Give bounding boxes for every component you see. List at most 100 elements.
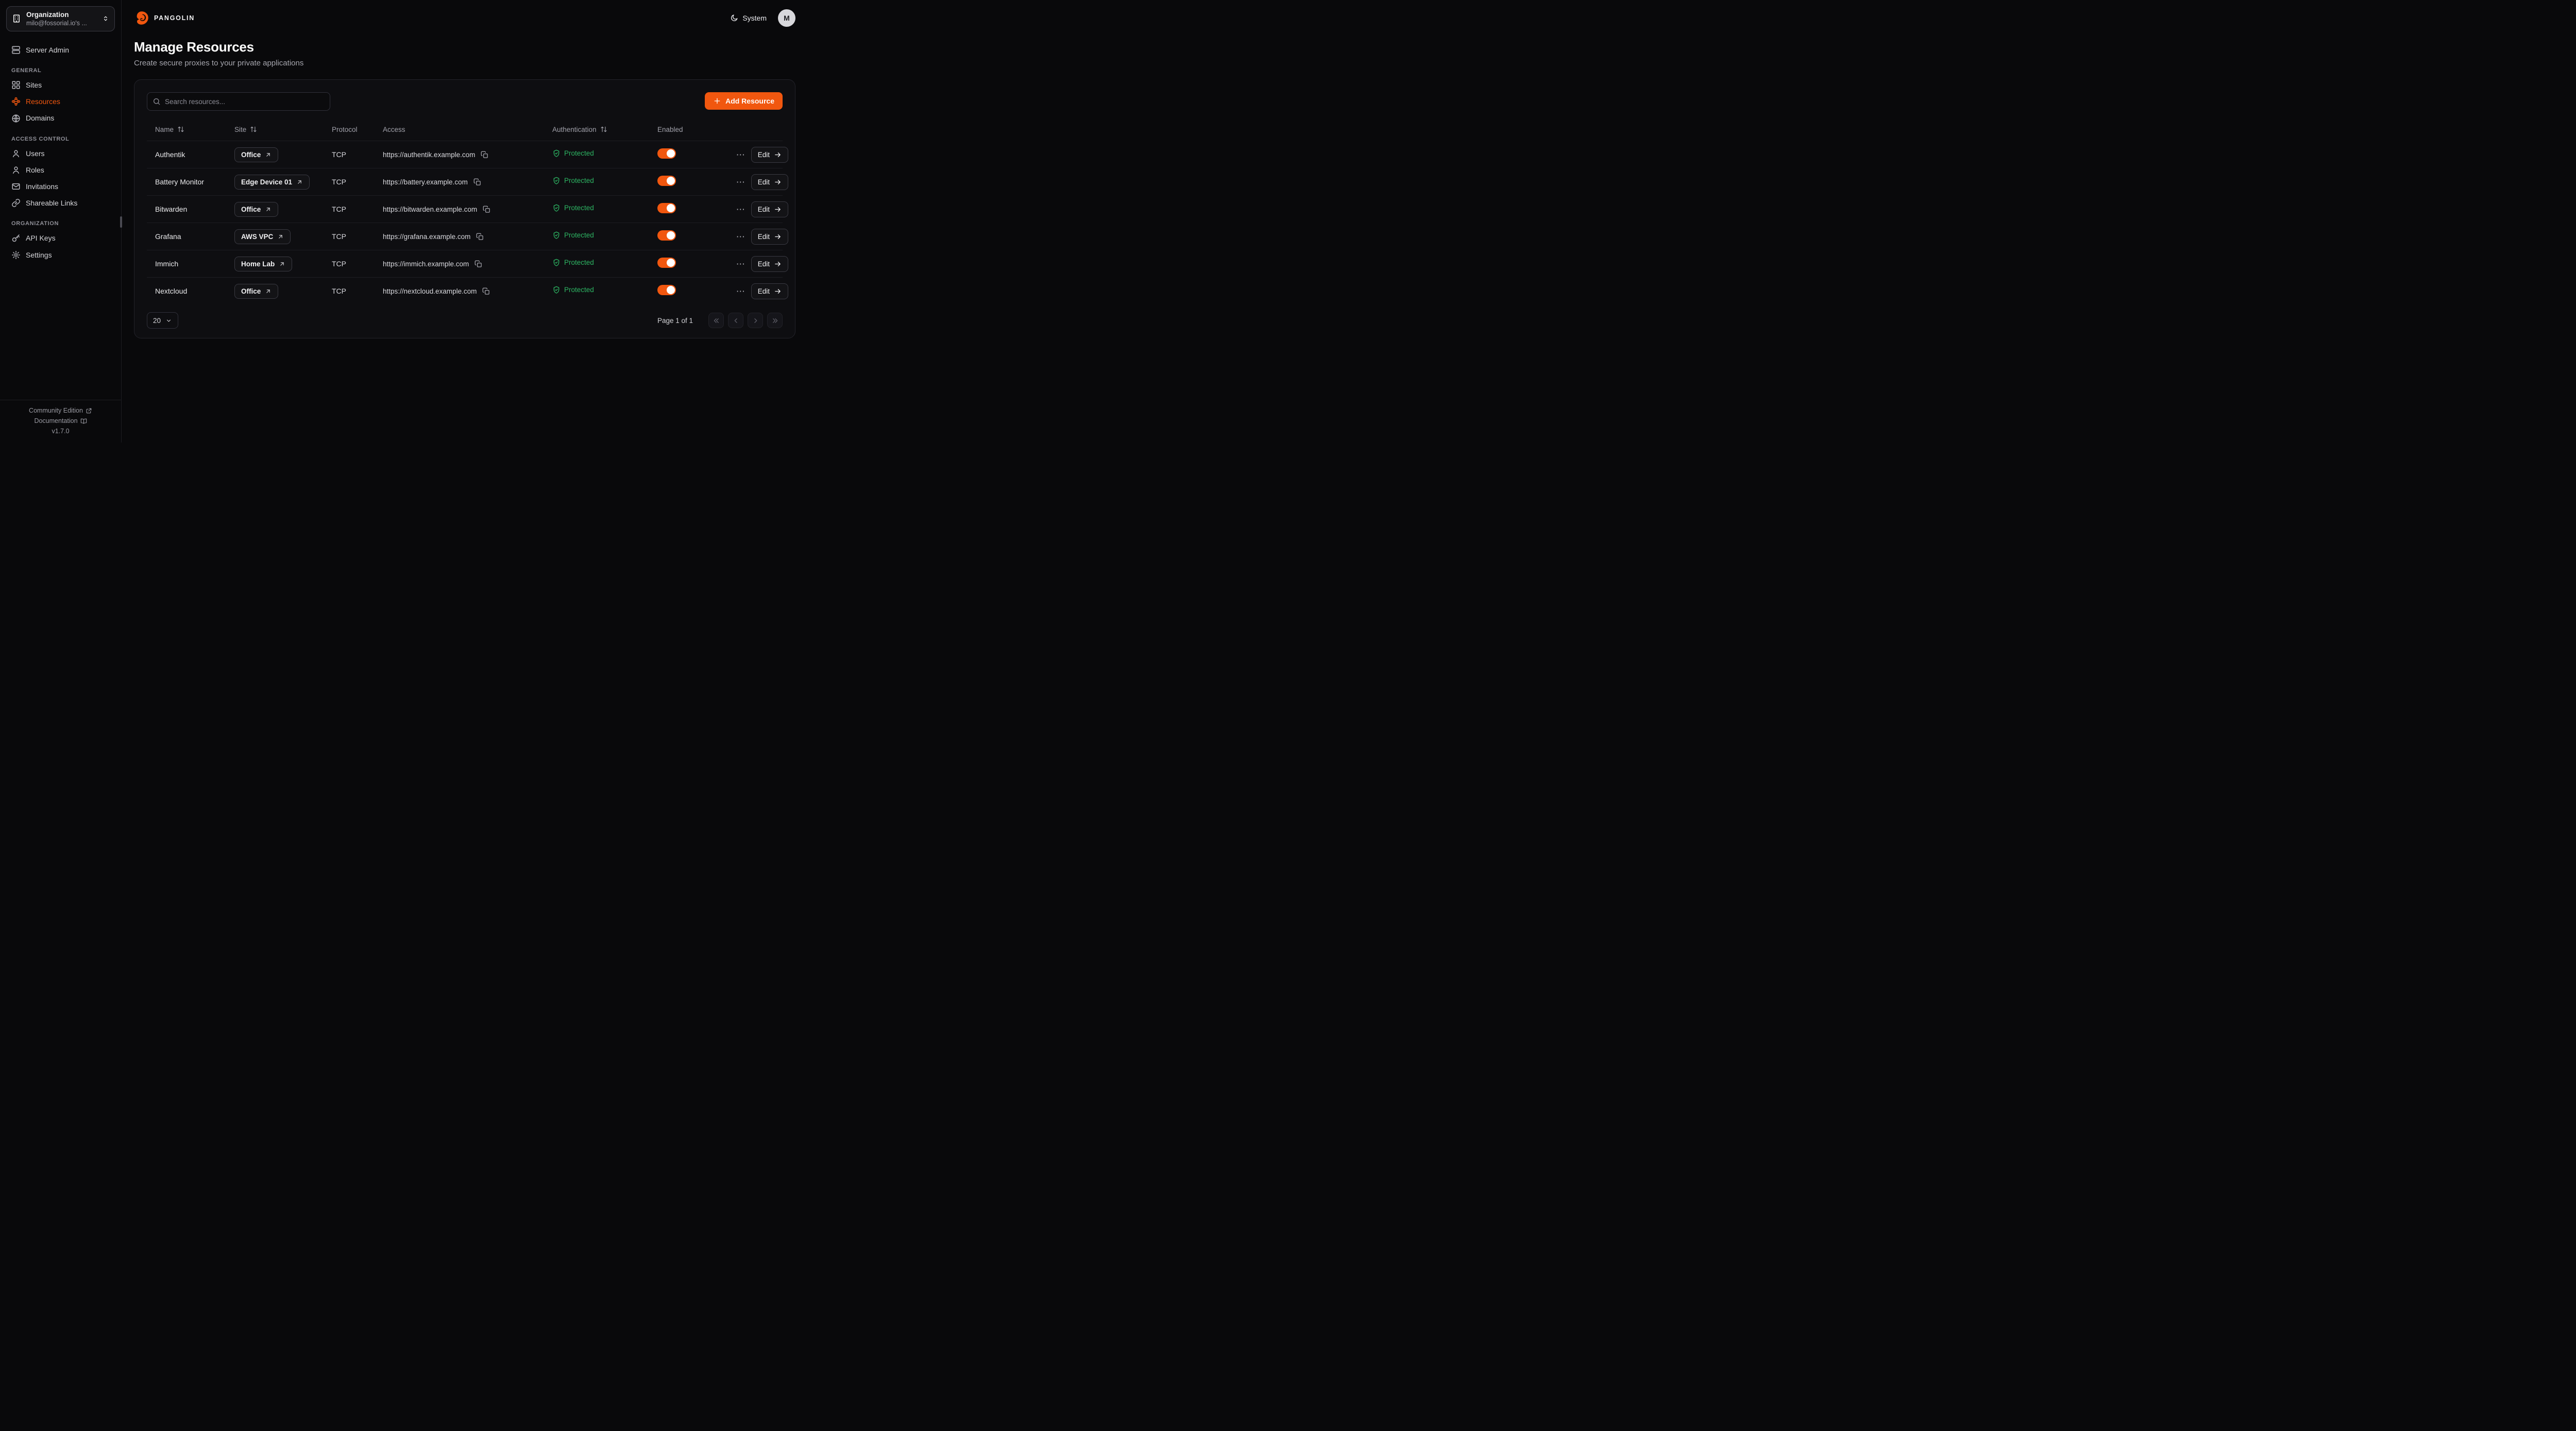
sidebar-item-server-admin[interactable]: Server Admin [6, 42, 115, 58]
prev-page-button[interactable] [728, 313, 743, 328]
sidebar-section-heading-general: GENERAL [11, 67, 42, 74]
add-resource-button[interactable]: Add Resource [705, 92, 783, 110]
community-edition-link[interactable]: Community Edition [29, 407, 92, 414]
chevrons-left-icon [713, 317, 720, 325]
arrow-right-icon [774, 260, 782, 268]
sidebar-item-label: API Keys [26, 234, 56, 243]
sidebar-item-shareable-links[interactable]: Shareable Links [6, 195, 115, 211]
sidebar-item-domains[interactable]: Domains [6, 110, 115, 126]
user-icon [11, 165, 21, 175]
access-url: https://battery.example.com [383, 178, 468, 186]
shield-check-icon [552, 204, 561, 212]
protocol: TCP [332, 178, 346, 186]
column-header-name[interactable]: Name [155, 126, 232, 133]
edit-button[interactable]: Edit [751, 146, 788, 163]
auth-status-label: Protected [564, 177, 594, 184]
site-name: Office [241, 150, 261, 159]
resource-name: Battery Monitor [155, 178, 204, 186]
sidebar-item-sites[interactable]: Sites [6, 77, 115, 93]
arrow-right-icon [774, 151, 782, 159]
organization-selector[interactable]: Organization milo@fossorial.io's ... [6, 6, 115, 31]
search-wrap [147, 92, 330, 111]
edit-button[interactable]: Edit [751, 201, 788, 217]
page-size-select[interactable]: 20 [147, 312, 179, 329]
table-footer: 20 Page 1 of 1 [147, 312, 783, 329]
sidebar-item-users[interactable]: Users [6, 145, 115, 162]
table-row: Nextcloud Office TCP https://nextcloud.e… [147, 277, 788, 304]
row-menu-button[interactable]: ⋯ [735, 148, 746, 161]
sidebar-item-resources[interactable]: Resources [6, 93, 115, 110]
site-name: Home Lab [241, 260, 275, 268]
page-subtitle: Create secure proxies to your private ap… [134, 59, 304, 67]
row-menu-button[interactable]: ⋯ [735, 176, 746, 189]
globe-icon [11, 114, 21, 123]
row-menu-button[interactable]: ⋯ [735, 230, 746, 243]
sidebar-item-settings[interactable]: Settings [6, 247, 115, 263]
site-link-button[interactable]: AWS VPC [234, 229, 291, 244]
copy-url-button[interactable] [472, 177, 482, 187]
copy-url-button[interactable] [475, 232, 485, 242]
auth-status-label: Protected [564, 286, 594, 294]
enabled-toggle[interactable] [657, 202, 676, 213]
copy-url-button[interactable] [480, 150, 489, 160]
user-icon [11, 149, 21, 158]
row-menu-button[interactable]: ⋯ [735, 258, 746, 270]
edit-button[interactable]: Edit [751, 255, 788, 272]
edit-button[interactable]: Edit [751, 174, 788, 190]
shield-check-icon [552, 259, 561, 267]
page-header: Manage Resources Create secure proxies t… [122, 34, 808, 67]
user-avatar[interactable]: M [778, 9, 795, 27]
sidebar-section-heading-access-control: ACCESS CONTROL [11, 135, 70, 142]
resource-name: Immich [155, 260, 179, 268]
site-name: Edge Device 01 [241, 178, 293, 186]
edit-button[interactable]: Edit [751, 228, 788, 245]
search-input[interactable] [147, 92, 330, 111]
column-label: Name [155, 125, 174, 133]
edit-label: Edit [757, 232, 770, 241]
copy-url-button[interactable] [482, 205, 492, 214]
chevron-right-icon [752, 317, 759, 325]
copy-icon [473, 178, 481, 186]
next-page-button[interactable] [748, 313, 763, 328]
key-icon [11, 233, 21, 243]
toggle-knob [667, 149, 675, 158]
edit-button[interactable]: Edit [751, 283, 788, 299]
brand-name: PANGOLIN [154, 14, 195, 22]
enabled-toggle[interactable] [657, 175, 676, 186]
copy-url-button[interactable] [473, 259, 483, 269]
theme-toggle[interactable]: System [730, 14, 767, 22]
sidebar-resize-handle[interactable] [120, 216, 122, 228]
site-link-button[interactable]: Office [234, 147, 279, 162]
edit-label: Edit [757, 150, 770, 159]
sidebar-item-roles[interactable]: Roles [6, 162, 115, 178]
sidebar-item-invitations[interactable]: Invitations [6, 178, 115, 195]
table-row: Authentik Office TCP https://authentik.e… [147, 141, 788, 168]
site-link-button[interactable]: Office [234, 201, 279, 217]
sidebar-item-api-keys[interactable]: API Keys [6, 230, 115, 246]
protocol: TCP [332, 260, 346, 268]
copy-url-button[interactable] [481, 286, 491, 296]
arrow-up-right-icon [296, 179, 303, 185]
site-link-button[interactable]: Office [234, 283, 279, 299]
column-header-site[interactable]: Site [234, 126, 330, 133]
resource-name: Bitwarden [155, 205, 188, 213]
enabled-toggle[interactable] [657, 284, 676, 295]
last-page-button[interactable] [767, 313, 783, 328]
site-name: Office [241, 205, 261, 213]
arrow-right-icon [774, 287, 782, 295]
first-page-button[interactable] [708, 313, 724, 328]
enabled-toggle[interactable] [657, 148, 676, 159]
enabled-toggle[interactable] [657, 257, 676, 268]
row-menu-button[interactable]: ⋯ [735, 203, 746, 216]
toggle-knob [667, 203, 675, 212]
row-menu-button[interactable]: ⋯ [735, 285, 746, 298]
enabled-toggle[interactable] [657, 230, 676, 241]
sidebar-item-label: Resources [26, 97, 60, 106]
site-link-button[interactable]: Home Lab [234, 256, 293, 271]
copy-icon [476, 233, 484, 241]
documentation-link[interactable]: Documentation [34, 417, 87, 424]
site-link-button[interactable]: Edge Device 01 [234, 174, 310, 190]
column-header-authentication[interactable]: Authentication [552, 126, 655, 133]
auth-status-badge: Protected [552, 286, 594, 294]
auth-status-badge: Protected [552, 231, 594, 240]
